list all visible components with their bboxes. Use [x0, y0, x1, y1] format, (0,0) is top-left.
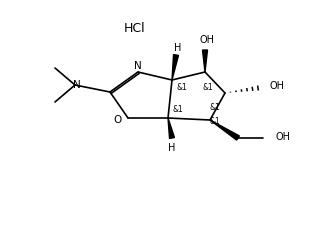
- Polygon shape: [203, 50, 208, 72]
- Text: &1: &1: [177, 83, 187, 92]
- Text: &1: &1: [209, 117, 220, 126]
- Text: H: H: [174, 43, 182, 53]
- Text: OH: OH: [270, 81, 285, 91]
- Text: H: H: [168, 143, 176, 153]
- Text: O: O: [114, 115, 122, 125]
- Polygon shape: [172, 55, 179, 80]
- Text: OH: OH: [275, 132, 290, 142]
- Text: HCl: HCl: [124, 22, 146, 34]
- Text: OH: OH: [200, 35, 214, 45]
- Text: N: N: [73, 80, 81, 90]
- Text: &1: &1: [209, 103, 220, 112]
- Text: &1: &1: [173, 106, 183, 115]
- Polygon shape: [210, 120, 239, 140]
- Text: &1: &1: [203, 83, 213, 92]
- Text: N: N: [134, 61, 142, 71]
- Polygon shape: [168, 118, 174, 139]
